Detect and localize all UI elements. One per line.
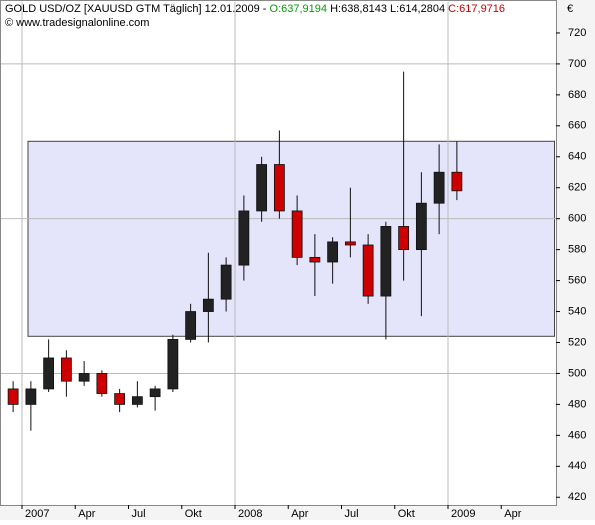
candle-body [238, 210, 250, 266]
low-label: L:614,2804 [390, 3, 445, 15]
y-tick-label: 560 [568, 274, 586, 286]
y-tick-label: 460 [568, 429, 586, 441]
candle-body [415, 202, 427, 251]
y-tick-label: 680 [568, 89, 586, 101]
candle-body [96, 373, 108, 394]
candle-body [25, 388, 37, 405]
candle-body [362, 244, 374, 297]
y-tick-label: 540 [568, 305, 586, 317]
candle-body [327, 241, 339, 263]
y-tick-label: 720 [568, 27, 586, 39]
x-tick-label: Okt [185, 508, 202, 520]
y-tick-label: 600 [568, 213, 586, 225]
date: 12.01.2009 - [205, 3, 267, 15]
x-tick-label: 2008 [238, 508, 262, 520]
range-band [27, 140, 555, 337]
open-label: O:637,9194 [270, 3, 328, 15]
y-tick-label: 500 [568, 367, 586, 379]
candle-body [167, 338, 179, 390]
candle-body [7, 388, 19, 405]
x-tick-label: Apr [78, 508, 95, 520]
candle-body [344, 241, 356, 246]
candle-body [202, 298, 214, 312]
y-tick-label: 660 [568, 120, 586, 132]
candle-body [131, 396, 143, 405]
x-tick-label: 2007 [25, 508, 49, 520]
y-tick-label: 440 [568, 460, 586, 472]
y-tick-label: 620 [568, 182, 586, 194]
x-tick-label: Apr [291, 508, 308, 520]
candle-body [309, 256, 321, 263]
candle-body [451, 171, 463, 192]
x-tick-label: Jul [132, 508, 146, 520]
candle-body [380, 226, 392, 297]
candle-body [43, 357, 55, 390]
x-tick-label: Apr [504, 508, 521, 520]
symbol: GOLD USD/OZ [XAUUSD GTM Täglich] [5, 3, 202, 15]
candle-body [185, 311, 197, 340]
y-tick-label: 700 [568, 58, 586, 70]
high-label: H:638,8143 [330, 3, 387, 15]
candle-body [220, 264, 232, 300]
y-tick-label: 420 [568, 491, 586, 503]
x-tick-label: Jul [345, 508, 359, 520]
candle-body [273, 164, 285, 212]
currency: € [567, 3, 573, 15]
candle-body [149, 388, 161, 398]
candle-body [60, 357, 72, 382]
candle-body [433, 171, 445, 204]
y-tick-label: 520 [568, 336, 586, 348]
candle-body [256, 164, 268, 212]
candle-body [291, 210, 303, 258]
y-tick-label: 580 [568, 244, 586, 256]
candle-body [78, 373, 90, 382]
plot-layer [1, 2, 556, 505]
close-label: C:617,9716 [448, 3, 505, 15]
candle-body [114, 393, 126, 405]
x-tick-label: 2009 [451, 508, 475, 520]
x-tick-label: Okt [398, 508, 415, 520]
y-tick-label: 640 [568, 151, 586, 163]
copyright: © www.tradesignalonline.com [5, 17, 149, 29]
y-tick-label: 480 [568, 398, 586, 410]
header: GOLD USD/OZ [XAUUSD GTM Täglich] 12.01.2… [5, 3, 505, 15]
candle-body [398, 226, 410, 251]
